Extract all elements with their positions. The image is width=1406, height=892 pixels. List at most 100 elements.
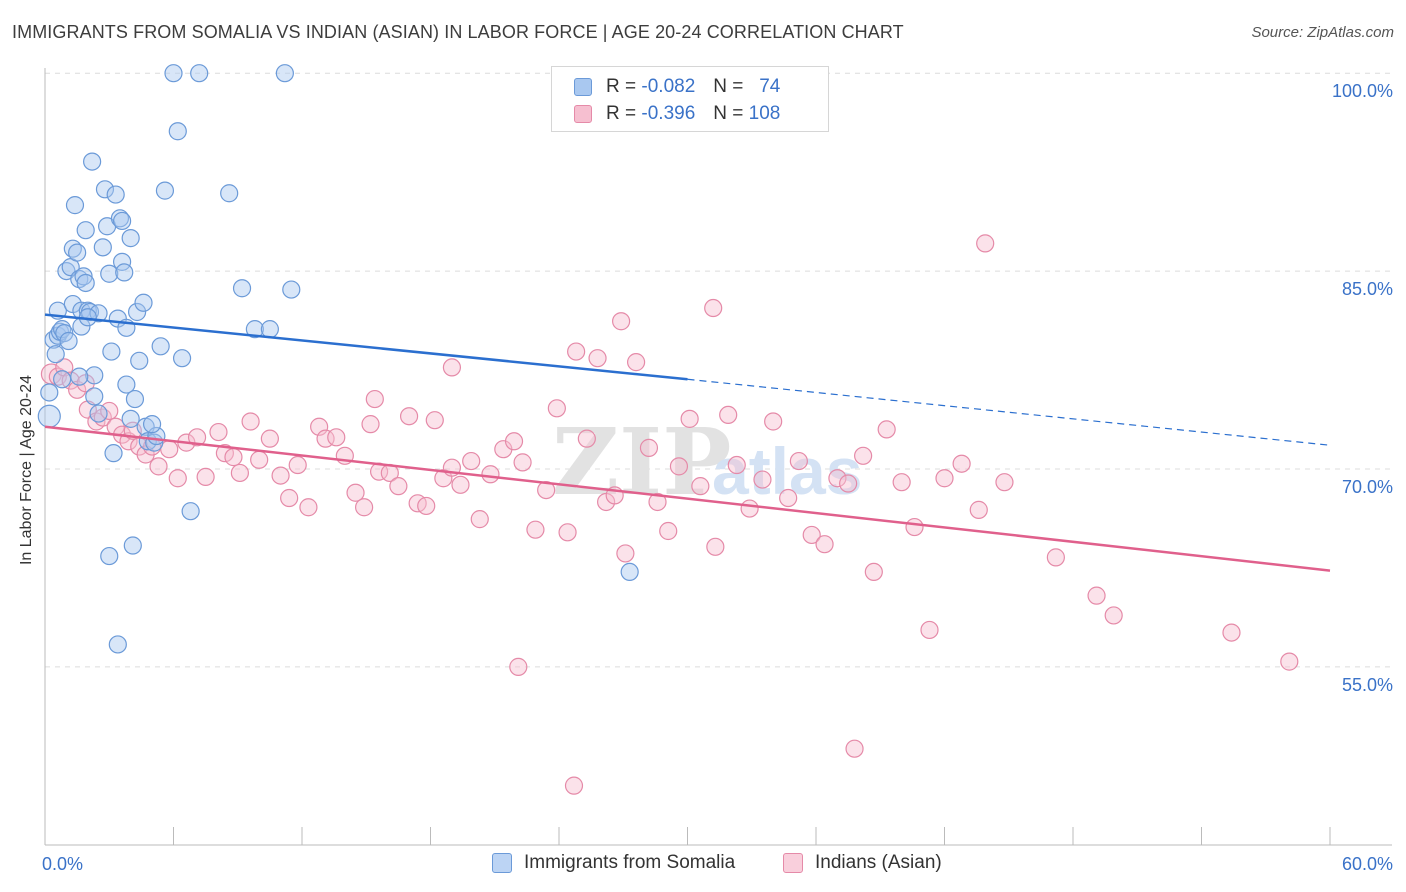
indians-point xyxy=(327,428,346,447)
indians-point xyxy=(425,411,444,430)
somalia-point xyxy=(53,370,72,389)
x-tick-label: 0.0% xyxy=(42,854,83,874)
legend-n-label: N = xyxy=(713,76,744,97)
indians-point xyxy=(802,525,821,545)
indians-point xyxy=(481,465,500,484)
indians-point xyxy=(149,457,168,476)
indians-point xyxy=(740,499,759,518)
somalia-point xyxy=(620,562,639,581)
indians-point xyxy=(442,358,462,377)
somalia-point xyxy=(85,366,104,385)
source-label: Source: ZipAtlas.com xyxy=(1251,24,1394,41)
somalia-point xyxy=(76,221,95,240)
somalia-point xyxy=(102,342,121,361)
indians-point xyxy=(288,455,307,475)
indians-point xyxy=(567,342,586,361)
indians-point xyxy=(547,399,566,418)
indians-point xyxy=(399,407,419,426)
bottom-legend-swatch-indians xyxy=(783,853,803,873)
indians-point xyxy=(789,451,808,471)
somalia-point xyxy=(142,415,162,434)
indians-point xyxy=(355,498,374,517)
axes xyxy=(44,68,1392,846)
somalia-point xyxy=(275,64,294,83)
indians-point xyxy=(704,298,723,318)
indians-point xyxy=(815,535,834,554)
bottom-legend-indians: Indians (Asian) xyxy=(783,852,942,874)
somalia-point xyxy=(164,64,183,83)
indians-point xyxy=(648,492,667,512)
indians-point xyxy=(577,429,596,448)
indians-point xyxy=(299,498,318,517)
indians-point xyxy=(691,477,710,496)
indians-point xyxy=(509,657,528,676)
indians-point xyxy=(215,444,234,463)
somalia-point xyxy=(134,293,153,312)
indians-point xyxy=(995,473,1014,492)
legend-r-label: R = xyxy=(606,103,637,124)
indians-point xyxy=(417,496,436,516)
indians-point xyxy=(365,389,384,409)
somalia-point xyxy=(108,635,127,654)
indians-point xyxy=(616,544,635,563)
indians-point xyxy=(719,405,738,424)
indians-point xyxy=(952,454,971,473)
legend-swatch-indians xyxy=(574,105,592,123)
indians-point xyxy=(1046,548,1065,567)
indians-point xyxy=(706,537,725,556)
indians-point xyxy=(764,412,783,431)
indians-point xyxy=(659,521,678,541)
indians-point xyxy=(224,448,243,467)
somalia-point xyxy=(89,304,108,323)
indians-point xyxy=(513,453,532,472)
somalia-point xyxy=(220,184,239,203)
indians-point xyxy=(209,422,228,442)
indians-point xyxy=(260,429,279,448)
series-somalia-points xyxy=(37,64,639,654)
somalia-point xyxy=(112,211,132,231)
indians-point xyxy=(526,520,545,539)
somalia-point xyxy=(121,409,140,428)
legend-n-label: N = xyxy=(713,103,744,124)
somalia-point xyxy=(232,279,252,298)
indians-point xyxy=(877,420,896,439)
watermark-atlas: atlas xyxy=(712,434,862,508)
legend-r-label: R = xyxy=(606,76,637,97)
legend-row-somalia: R = -0.082 N = 74 xyxy=(574,76,780,98)
indians-point xyxy=(626,353,646,372)
indians-point xyxy=(845,739,864,758)
somalia-point xyxy=(130,351,149,370)
somalia-point xyxy=(115,263,134,282)
indians-point xyxy=(905,517,924,537)
somalia-point xyxy=(123,536,142,555)
indians-point xyxy=(854,446,873,465)
indians-point xyxy=(196,467,215,487)
somalia-point xyxy=(70,367,89,386)
indians-point xyxy=(1280,652,1299,671)
somalia-point xyxy=(93,238,112,257)
legend-swatch-somalia xyxy=(574,78,592,96)
somalia-point xyxy=(125,389,145,409)
tick-labels: 100.0% 85.0% 70.0% 55.0% 0.0% 60.0% xyxy=(42,81,1393,874)
indians-point xyxy=(976,234,995,253)
grid-lines xyxy=(45,72,1392,668)
indians-point xyxy=(669,457,689,476)
somalia-point xyxy=(117,375,136,394)
somalia-point xyxy=(68,243,87,262)
legend-n-value-indians: 108 xyxy=(748,103,781,124)
indians-point xyxy=(1104,606,1123,625)
indians-point xyxy=(892,473,911,492)
indians-point xyxy=(969,500,988,519)
somalia-point xyxy=(46,345,65,364)
indians-point xyxy=(864,562,883,581)
y-tick-label: 55.0% xyxy=(1342,675,1393,695)
somalia-point xyxy=(100,546,119,566)
bottom-legend-somalia: Immigrants from Somalia xyxy=(492,852,735,874)
y-tick-label: 85.0% xyxy=(1342,279,1393,299)
indians-point xyxy=(727,455,746,475)
indians-point xyxy=(280,488,299,508)
indians-point xyxy=(230,463,249,483)
indians-point xyxy=(504,432,524,451)
indians-point xyxy=(1087,586,1106,605)
